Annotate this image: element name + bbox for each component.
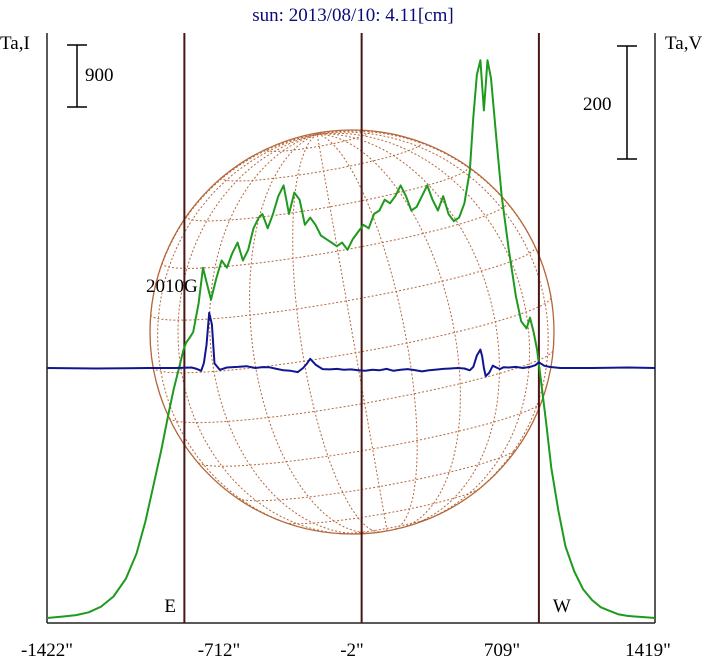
plot-frame [46,33,656,624]
grid-parallel [150,246,536,321]
grid-meridian [316,133,418,530]
grid-meridian [209,133,365,535]
right-scale-bar-label: 200 [583,94,612,115]
x-tick-label: 709" [484,640,520,660]
solar-disk-grid [149,130,554,535]
grid-meridian [317,133,500,527]
limb-label: W [553,596,571,617]
region-label-2010g: 2010G [146,276,198,297]
right-axis-label: Ta,V [665,33,702,54]
chart-title: sun: 2013/08/10: 4.11[cm] [252,5,453,26]
limb-label: E [164,596,176,617]
solar-disk [149,129,555,535]
grid-parallel [152,296,552,374]
x-tick-label: -1422" [21,640,73,660]
grid-meridian [249,133,372,534]
solar-disk-outline [149,129,555,535]
left-axis-label: Ta,I [0,33,30,54]
left-scale-bar-label: 900 [85,65,114,86]
grid-parallel [168,350,554,424]
x-tick-label: -2" [340,640,364,660]
grid-parallel [186,165,469,222]
grid-parallel [339,516,434,535]
left-scale-bar: 900 [67,44,114,108]
grid-parallel [161,201,508,269]
grid-parallel [221,141,422,182]
intensity-series-line [46,59,656,619]
grid-parallel [198,402,542,467]
grid-meridian [292,133,380,533]
grid-meridian [316,134,388,532]
right-scale-bar: 200 [583,45,637,160]
grid-meridian [317,131,549,502]
x-tick-label: 1419" [625,640,671,660]
grid-meridian [157,133,318,530]
polarization-series-line [46,311,656,378]
grid-parallel [266,130,371,153]
series-layer [46,59,656,619]
x-tick-label: -712" [198,640,241,660]
grid-meridian [317,133,461,528]
x-axis-ticks: -1422" -712" -2" 709" 1419" [21,640,671,660]
